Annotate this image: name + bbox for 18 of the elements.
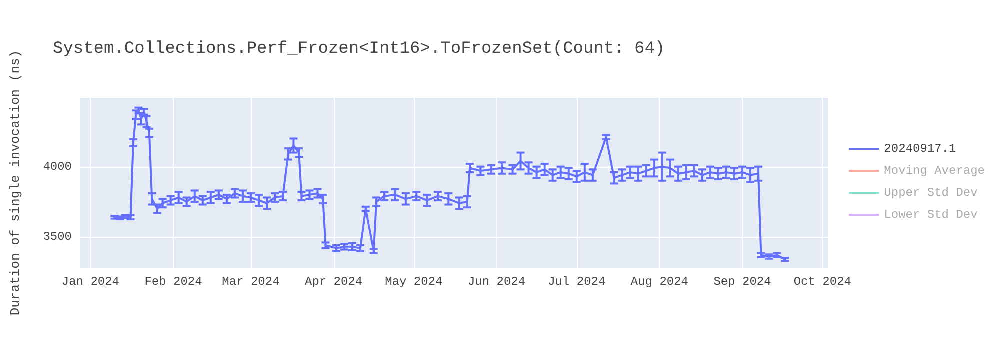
- x-tick-label: Apr 2024: [304, 275, 363, 289]
- x-tick-label: Jan 2024: [62, 275, 120, 289]
- x-tick-label: Sep 2024: [714, 275, 772, 289]
- x-tick-label: Oct 2024: [794, 275, 852, 289]
- y-tick-label: 3500: [43, 230, 72, 244]
- x-tick-label: Feb 2024: [144, 275, 202, 289]
- legend-label: 20240917.1: [884, 142, 956, 156]
- x-tick-label: Jun 2024: [468, 275, 526, 289]
- legend-label: Lower Std Dev: [884, 208, 978, 222]
- legend-label: Upper Std Dev: [884, 186, 978, 200]
- x-tick-label: May 2024: [385, 275, 443, 289]
- x-tick-label: Aug 2024: [630, 275, 689, 289]
- legend-label: Moving Average: [884, 164, 986, 178]
- x-tick-label: Jul 2024: [548, 275, 606, 289]
- y-axis-title: Duration of single invocation (ns): [8, 50, 23, 316]
- x-tick-label: Mar 2024: [222, 275, 280, 289]
- chart-title: System.Collections.Perf_Frozen<Int16>.ToFrozenSet(Count: 64): [53, 40, 666, 59]
- y-tick-label: 4000: [43, 160, 72, 174]
